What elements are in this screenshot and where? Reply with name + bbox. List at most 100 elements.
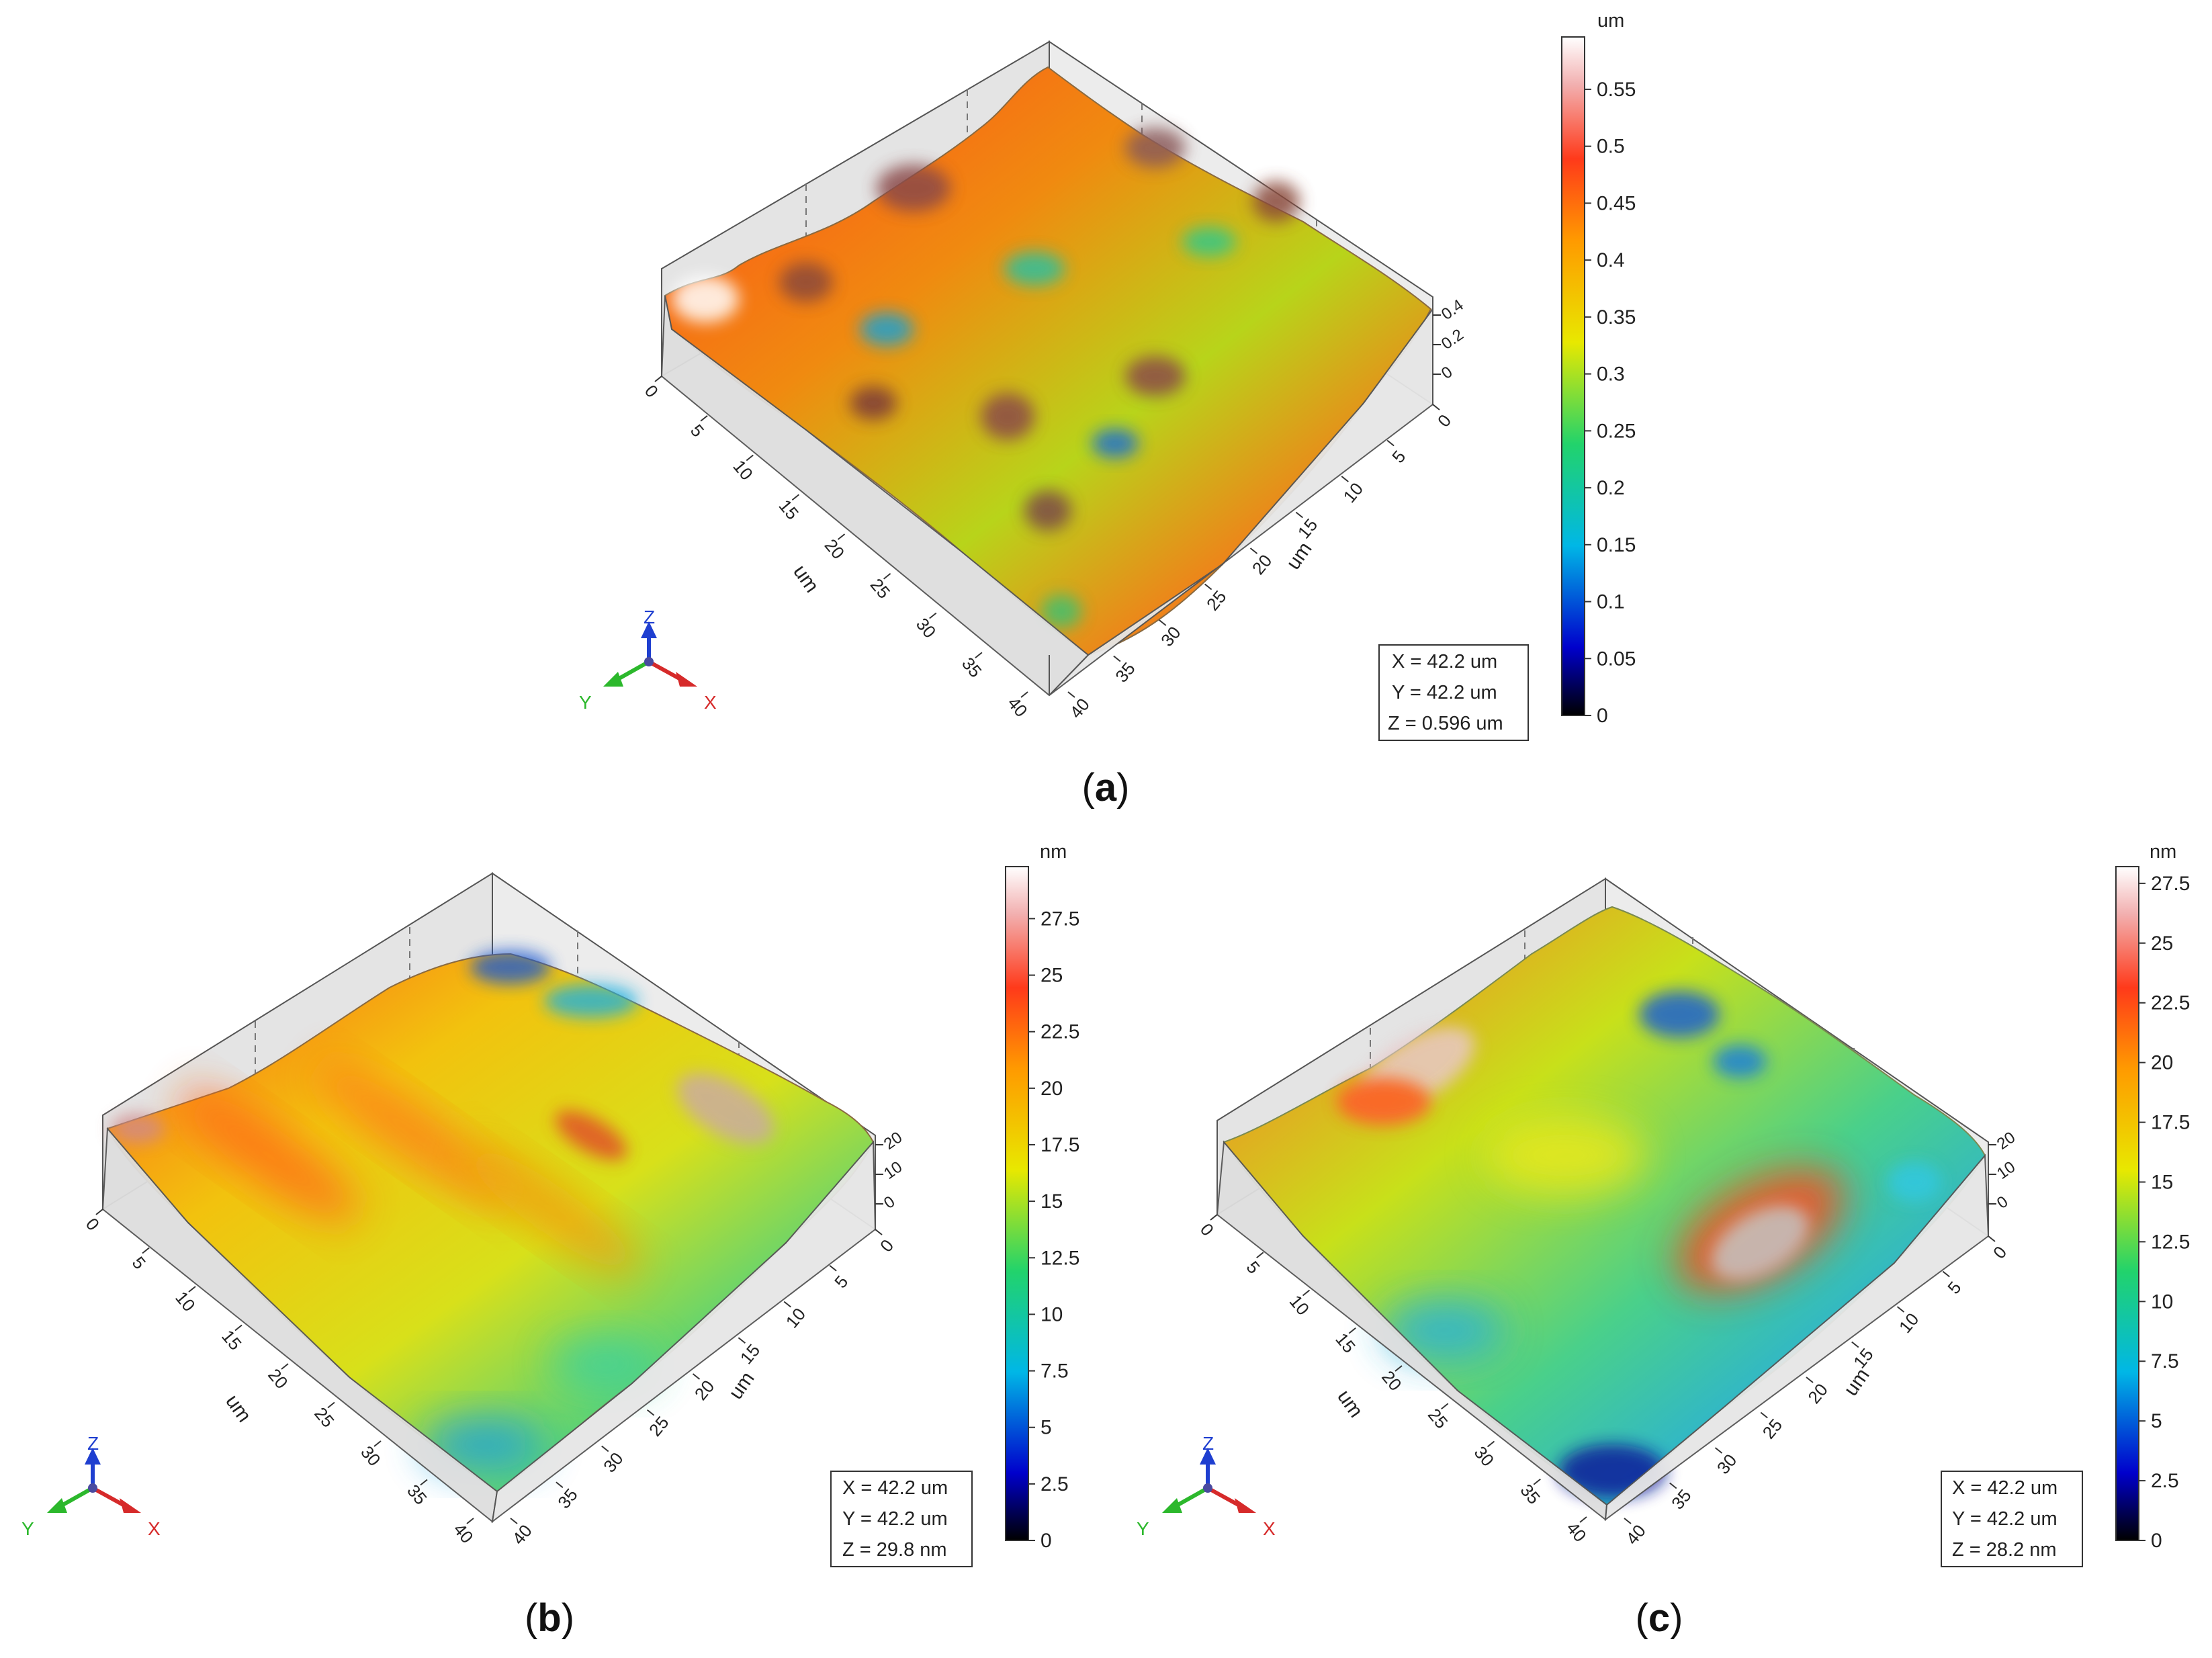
z-arrow-head xyxy=(1200,1448,1216,1465)
y-tick-label: 25 xyxy=(1202,586,1231,614)
panel-a-info-box: X = 42.2 um Y = 42.2 um Z = 0.596 um xyxy=(1378,644,1529,741)
valley-blob xyxy=(1004,252,1065,286)
x-arrow-shaft xyxy=(91,1486,127,1508)
ridge-blob xyxy=(179,1090,359,1221)
colorbar-tick-label: 12.5 xyxy=(2151,1231,2190,1253)
y-tick-label: 30 xyxy=(599,1448,627,1476)
colorbar-tick-label: 10 xyxy=(1041,1303,1063,1325)
tick-mark xyxy=(1624,1518,1632,1524)
info-y: Y = 42.2 um xyxy=(842,1508,948,1530)
panel-a-z-ticks: 0.40.2 0 xyxy=(1433,296,1467,383)
colorbar-tick-label: 27.5 xyxy=(1041,908,1079,930)
triad-z-label: Z xyxy=(1202,1433,1214,1454)
peak-blob xyxy=(850,386,897,420)
x-tick-label: 40 xyxy=(1004,693,1032,720)
tick-mark xyxy=(510,1518,518,1524)
triad-origin xyxy=(1203,1483,1212,1493)
panel-c-axis-triad: Z Y X xyxy=(1137,1433,1276,1539)
valley-blob xyxy=(1713,1045,1767,1078)
tick-mark xyxy=(700,414,708,422)
tick-mark xyxy=(1386,439,1395,447)
y-arrow-head xyxy=(603,672,623,687)
z-tick-label: 0.2 xyxy=(1438,326,1467,353)
z-tick-label: 20 xyxy=(881,1128,905,1153)
z-tick-label: 0 xyxy=(1438,363,1456,383)
tick-mark xyxy=(1020,691,1028,698)
x-tick-label: 0 xyxy=(641,381,662,401)
x-tick-label: 10 xyxy=(171,1287,200,1315)
info-box-frame xyxy=(1378,644,1529,741)
valley-blob xyxy=(470,951,551,984)
peak-blob xyxy=(676,1073,775,1144)
x-tick-label: 40 xyxy=(449,1519,478,1546)
triad-x-label: X xyxy=(1263,1518,1276,1539)
y-tick-label: 10 xyxy=(1895,1309,1923,1336)
colorbar-tick-label: 20 xyxy=(1041,1078,1063,1100)
x-tick-label: 25 xyxy=(310,1403,339,1431)
panel-b-colorbar: nm 27.5 25 22.5 20 17.5 15 12.5 10 7.5 5 2.5 0 xyxy=(1005,841,1079,1552)
peak-blob xyxy=(111,1114,165,1143)
x-tick-label: 20 xyxy=(1378,1366,1406,1394)
tick-mark xyxy=(746,454,754,462)
tick-mark xyxy=(1851,1341,1859,1348)
peak-blob xyxy=(1125,356,1186,396)
tick-mark xyxy=(829,1264,837,1272)
tick-mark xyxy=(466,1518,474,1524)
x-tick-label: 0 xyxy=(1196,1219,1218,1239)
valley-blob xyxy=(1888,1162,1941,1203)
colorbar-ticks: 27.5 25 22.5 20 17.5 15 12.5 10 7.5 5 2.5 0 xyxy=(1028,908,1079,1552)
x-arrow-shaft xyxy=(1206,1486,1242,1508)
triad-z-label: Z xyxy=(87,1433,99,1454)
colorbar-tick-label: 17.5 xyxy=(1041,1134,1079,1156)
valley-blob xyxy=(860,312,914,346)
info-z: Z = 0.596 um xyxy=(1388,713,1503,734)
x-tick-label: 25 xyxy=(867,574,895,602)
tick-mark xyxy=(1113,655,1121,662)
colorbar-tick-label: 7.5 xyxy=(2151,1350,2179,1372)
x-arrow-head xyxy=(1235,1498,1256,1513)
colorbar-tick-label: 15 xyxy=(2151,1171,2173,1193)
colorbar-unit: um xyxy=(1597,10,1624,32)
tick-mark xyxy=(1441,1403,1449,1410)
peak-blob xyxy=(672,275,739,322)
colorbar-tick-label: 0.4 xyxy=(1597,249,1625,271)
tick-mark xyxy=(975,652,983,659)
valley-blob xyxy=(1639,991,1720,1038)
peak-blob xyxy=(1337,1078,1431,1125)
tick-mark xyxy=(783,1301,791,1308)
valley-blob xyxy=(1041,595,1081,628)
x-tick-label: 5 xyxy=(687,421,708,441)
y-arrow-shaft xyxy=(1174,1486,1209,1508)
y-tick-label: 25 xyxy=(645,1412,673,1440)
surface-features xyxy=(1337,991,1941,1498)
colorbar-strip xyxy=(1561,36,1585,716)
y-tick-label: 0 xyxy=(876,1235,897,1256)
colorbar-tick-label: 15 xyxy=(1041,1190,1063,1213)
info-box-frame xyxy=(830,1471,973,1567)
y-tick-label: 25 xyxy=(1759,1415,1787,1442)
panel-c-colorbar: nm 27.5 25 22.5 20 17.5 15 12.5 10 7.5 5 2.5 0 xyxy=(2115,841,2190,1552)
colorbar-tick-label: 0.35 xyxy=(1597,306,1636,329)
info-z: Z = 28.2 nm xyxy=(1952,1539,2057,1561)
panel-c-x-axis-label: um xyxy=(1333,1386,1367,1422)
colorbar-tick-label: 0.3 xyxy=(1597,363,1625,386)
triad-origin xyxy=(88,1483,97,1493)
x-tick-label: 5 xyxy=(128,1253,150,1273)
tick-mark xyxy=(1533,1478,1541,1485)
tick-mark xyxy=(327,1401,335,1409)
y-tick-label: 40 xyxy=(1622,1520,1650,1548)
y-tick-label: 35 xyxy=(1667,1485,1695,1513)
panel-b-x-axis-label: um xyxy=(221,1391,255,1426)
triad-y-label: Y xyxy=(1137,1518,1149,1539)
y-tick-label: 5 xyxy=(1388,447,1409,467)
y-arrow-shaft xyxy=(615,660,650,682)
colorbar-unit: nm xyxy=(2150,841,2176,863)
panel-c-z-ticks: 20 10 0 xyxy=(1988,1128,2019,1213)
y-tick-label: 40 xyxy=(1065,694,1094,722)
panel-a-side-walls xyxy=(660,295,1433,697)
tick-mark xyxy=(1395,1365,1403,1372)
tick-mark xyxy=(837,533,846,540)
y-tick-label: 35 xyxy=(554,1485,582,1512)
